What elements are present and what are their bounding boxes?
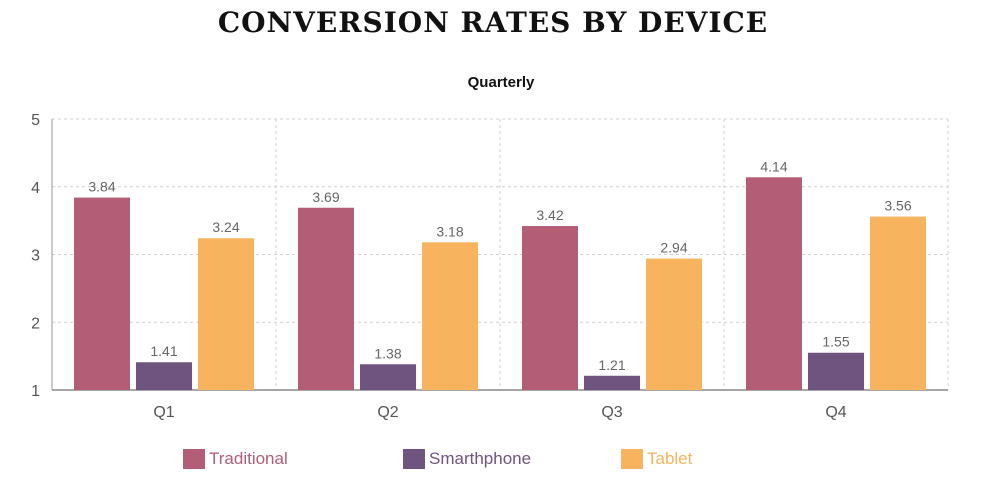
data-label: 3.56	[884, 198, 911, 214]
legend-swatch-tablet	[621, 449, 643, 469]
x-tick-label: Q3	[601, 404, 622, 421]
data-label: 1.38	[374, 345, 401, 361]
bar-traditional-q1	[74, 197, 130, 390]
data-label: 2.94	[660, 240, 687, 256]
legend-item-traditional[interactable]: Traditional	[183, 449, 288, 469]
data-label: 3.69	[312, 189, 339, 205]
legend-item-tablet[interactable]: Tablet	[621, 449, 692, 469]
bar-traditional-q2	[298, 207, 354, 390]
x-tick-label: Q1	[153, 404, 174, 421]
y-tick-label: 1	[31, 383, 40, 400]
chart-title: CONVERSION RATES BY DEVICE	[217, 6, 769, 39]
bar-smarthphone-q2	[360, 364, 416, 390]
x-tick-label: Q2	[377, 404, 398, 421]
bar-tablet-q4	[870, 216, 926, 390]
x-tick-label: Q4	[825, 404, 846, 421]
bar-tablet-q3	[646, 258, 702, 390]
bar-traditional-q3	[522, 226, 578, 390]
data-label: 3.84	[88, 179, 115, 195]
y-tick-label: 5	[31, 112, 40, 129]
legend-item-smarthphone[interactable]: Smarthphone	[403, 449, 531, 469]
legend-label-smarthphone: Smarthphone	[429, 449, 532, 468]
bar-smarthphone-q3	[584, 375, 640, 390]
legend: Traditional Smarthphone Tablet	[0, 449, 986, 473]
bar-chart: 1 2 3 4 5 3.84 1.41 3.24 Q1 3.69 1.38 3.18 Q2 3.42 1.2…	[31, 112, 949, 421]
data-label: 1.55	[822, 334, 849, 350]
data-label: 3.18	[436, 223, 463, 239]
legend-label-traditional: Traditional	[209, 449, 288, 468]
data-label: 4.14	[760, 158, 787, 174]
data-label: 3.24	[212, 219, 239, 235]
bar-smarthphone-q4	[808, 352, 864, 390]
data-label: 1.41	[150, 343, 177, 359]
legend-swatch-smarthphone	[403, 449, 425, 469]
y-tick-label: 2	[31, 315, 40, 332]
data-label: 1.21	[598, 357, 625, 373]
bar-tablet-q1	[198, 238, 254, 390]
y-tick-label: 4	[31, 180, 40, 197]
chart-subtitle: Quarterly	[467, 74, 535, 91]
bar-tablet-q2	[422, 242, 478, 390]
bar-smarthphone-q1	[136, 362, 192, 390]
y-tick-label: 3	[31, 248, 40, 265]
data-label: 3.42	[536, 207, 563, 223]
legend-swatch-traditional	[183, 449, 205, 469]
legend-label-tablet: Tablet	[647, 449, 693, 468]
bar-traditional-q4	[746, 177, 802, 390]
